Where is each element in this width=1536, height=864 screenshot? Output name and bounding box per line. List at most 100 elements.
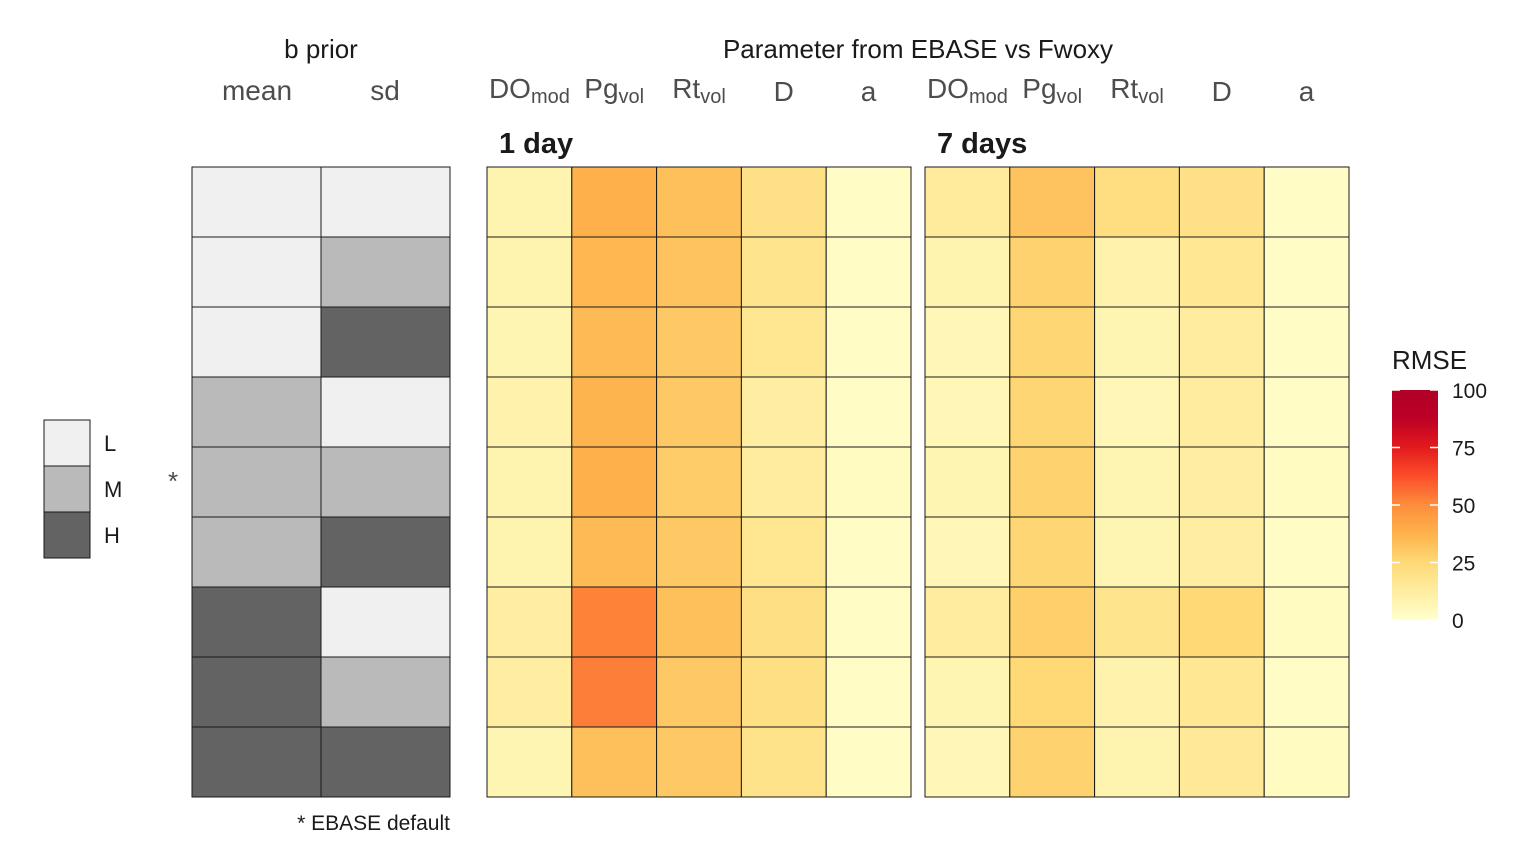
heat-cell-p0-r5-c1 [571, 516, 658, 588]
heat-cell-p0-r5-c3 [740, 516, 827, 588]
prior-cell-r0-sd [320, 166, 451, 238]
heat-cell-p1-r1-c0 [924, 236, 1011, 308]
param-label-p1-rt: Rtvol [1110, 73, 1164, 108]
level-legend: LMH [43, 419, 122, 559]
heat-cell-p1-r7-c1 [1009, 656, 1096, 728]
heat-cell-p0-r0-c0 [486, 166, 573, 238]
heat-cell-p1-r2-c4 [1263, 306, 1350, 378]
heat-cell-p1-r4-c0 [924, 446, 1011, 518]
heat-cell-p1-r0-c4 [1263, 166, 1350, 238]
colorbar-title: RMSE [1392, 345, 1467, 375]
heat-cell-p0-r2-c3 [740, 306, 827, 378]
prior-cell-r5-sd [320, 516, 451, 588]
heat-cell-p0-r5-c2 [656, 516, 742, 588]
heatmap-panel-7-days [924, 166, 1350, 798]
prior-cell-r6-mean [191, 586, 322, 658]
heat-cell-p1-r7-c3 [1178, 656, 1265, 728]
heat-cell-p1-r1-c2 [1094, 236, 1180, 308]
heat-cell-p1-r3-c4 [1263, 376, 1350, 448]
heat-cell-p0-r5-c4 [825, 516, 912, 588]
heat-cell-p0-r0-c2 [656, 166, 742, 238]
heat-cell-p0-r6-c3 [740, 586, 827, 658]
heat-cell-p0-r3-c2 [656, 376, 742, 448]
level-legend-swatch-h [43, 511, 91, 559]
heat-cell-p1-r5-c2 [1094, 516, 1180, 588]
heat-cell-p0-r7-c2 [656, 656, 742, 728]
heat-cell-p1-r5-c4 [1263, 516, 1350, 588]
heat-cell-p1-r5-c3 [1178, 516, 1265, 588]
heat-cell-p0-r4-c2 [656, 446, 742, 518]
heat-cell-p0-r3-c3 [740, 376, 827, 448]
heat-cell-p0-r7-c3 [740, 656, 827, 728]
heat-cell-p1-r8-c2 [1094, 726, 1180, 798]
heat-cell-p1-r2-c2 [1094, 306, 1180, 378]
colorbar-tick-label-50: 50 [1452, 495, 1475, 518]
default-marker: * [168, 466, 178, 496]
param-label-p0-d: D [774, 76, 794, 107]
prior-cell-r7-mean [191, 656, 322, 728]
heat-cell-p1-r8-c1 [1009, 726, 1096, 798]
heat-cell-p0-r4-c0 [486, 446, 573, 518]
heat-cell-p1-r8-c0 [924, 726, 1011, 798]
prior-grid [191, 166, 451, 798]
heat-cell-p0-r8-c1 [571, 726, 658, 798]
heat-cell-p0-r3-c1 [571, 376, 658, 448]
heat-cell-p0-r2-c2 [656, 306, 742, 378]
param-label-p1-a: a [1299, 76, 1315, 107]
heat-cell-p1-r3-c2 [1094, 376, 1180, 448]
heat-cell-p0-r0-c1 [571, 166, 658, 238]
heat-cell-p1-r8-c3 [1178, 726, 1265, 798]
left-header-title: b prior [284, 34, 358, 64]
param-label-p1-d: D [1212, 76, 1232, 107]
heat-cell-p0-r3-c4 [825, 376, 912, 448]
left-col-label-mean: mean [222, 75, 292, 106]
param-label-p0-a: a [861, 76, 877, 107]
prior-cell-r4-mean [191, 446, 322, 518]
prior-cell-r3-sd [320, 376, 451, 448]
heat-cell-p1-r1-c4 [1263, 236, 1350, 308]
heat-cell-p0-r5-c0 [486, 516, 573, 588]
param-label-p1-do: DOmod [927, 73, 1008, 108]
colorbar-tick-label-100: 100 [1452, 380, 1487, 403]
heat-cell-p1-r1-c1 [1009, 236, 1096, 308]
heat-cell-p0-r7-c4 [825, 656, 912, 728]
prior-cell-r3-mean [191, 376, 322, 448]
heat-cell-p1-r3-c3 [1178, 376, 1265, 448]
prior-cell-r2-sd [320, 306, 451, 378]
heat-cell-p1-r0-c1 [1009, 166, 1096, 238]
panel-title-7-days: 7 days [937, 128, 1027, 160]
heat-cell-p1-r4-c3 [1178, 446, 1265, 518]
footnote: * EBASE default [297, 812, 450, 835]
heat-cell-p0-r6-c2 [656, 586, 742, 658]
level-legend-label-m: M [104, 477, 122, 502]
heatmap-panel-1-day [486, 166, 912, 798]
heat-cell-p1-r0-c3 [1178, 166, 1265, 238]
left-col-label-sd: sd [370, 75, 400, 106]
prior-cell-r0-mean [191, 166, 322, 238]
heat-cell-p0-r1-c0 [486, 236, 573, 308]
heat-cell-p1-r5-c1 [1009, 516, 1096, 588]
heat-cell-p1-r7-c4 [1263, 656, 1350, 728]
heat-cell-p1-r7-c0 [924, 656, 1011, 728]
colorbar-tick-label-0: 0 [1452, 610, 1464, 633]
heat-cell-p1-r5-c0 [924, 516, 1011, 588]
heat-cell-p1-r0-c0 [924, 166, 1011, 238]
heat-cell-p0-r4-c1 [571, 446, 658, 518]
level-legend-label-h: H [104, 523, 120, 548]
level-legend-label-l: L [104, 431, 116, 456]
heat-cell-p0-r0-c4 [825, 166, 912, 238]
prior-cell-r6-sd [320, 586, 451, 658]
heat-cell-p0-r8-c3 [740, 726, 827, 798]
colorbar-tick-label-75: 75 [1452, 438, 1475, 461]
heat-cell-p0-r8-c0 [486, 726, 573, 798]
heat-cell-p0-r0-c3 [740, 166, 827, 238]
heat-cell-p1-r7-c2 [1094, 656, 1180, 728]
heat-cell-p1-r6-c2 [1094, 586, 1180, 658]
heat-cell-p0-r2-c0 [486, 306, 573, 378]
heat-cell-p0-r4-c3 [740, 446, 827, 518]
heat-cell-p1-r3-c0 [924, 376, 1011, 448]
heat-cell-p0-r6-c4 [825, 586, 912, 658]
heat-cell-p0-r1-c1 [571, 236, 658, 308]
heat-cell-p0-r1-c3 [740, 236, 827, 308]
